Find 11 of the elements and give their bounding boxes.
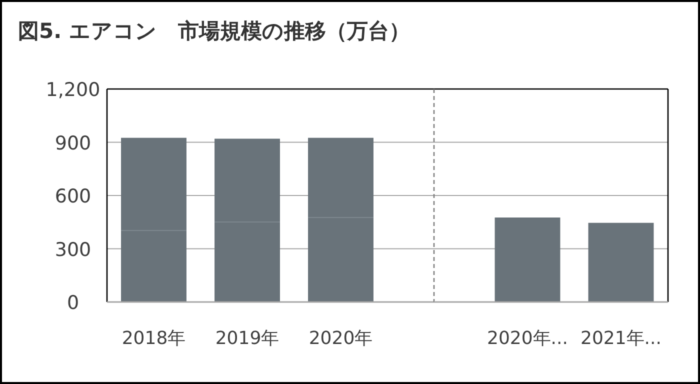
- x-tick-label: 2020年: [308, 328, 373, 349]
- x-tick-label: 2018年: [122, 328, 186, 349]
- y-tick-label: 600: [54, 186, 92, 208]
- x-tick-label: 2021年...: [580, 328, 662, 349]
- x-tick-label: 2020年...: [487, 328, 568, 349]
- title: 図5. エアコン 市場規模の推移（万台）: [18, 19, 410, 43]
- y-tick-label: 0: [66, 292, 80, 314]
- y-tick-label: 300: [54, 238, 92, 261]
- y-tick-label: 900: [54, 132, 92, 154]
- x-tick-label: 2019年: [215, 328, 280, 349]
- y-tick-label: 1,200: [46, 79, 100, 101]
